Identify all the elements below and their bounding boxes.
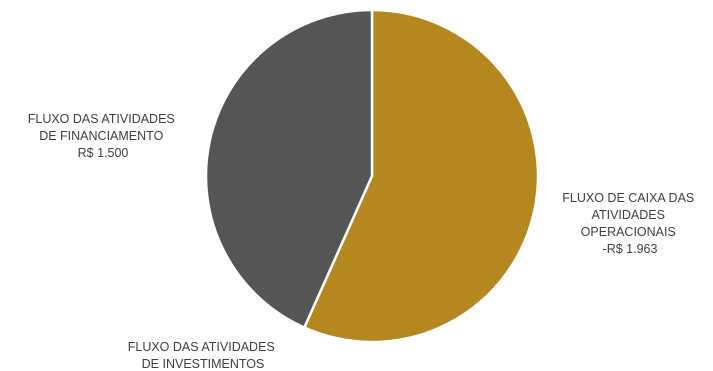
data-label-financiamento: FLUXO DAS ATIVIDADES DE FINANCIAMENTO R$… (28, 112, 179, 160)
label-line: FLUXO DAS ATIVIDADES (128, 340, 275, 354)
pie-slices (204, 8, 540, 344)
data-label-operacionais: FLUXO DE CAIXA DAS ATIVIDADES OPERACIONA… (562, 191, 697, 256)
label-value: R$ 1.500 (78, 146, 129, 160)
slice-operacionais (303, 8, 540, 344)
label-line: FLUXO DE CAIXA DAS (562, 191, 694, 205)
data-label-investimentos: FLUXO DAS ATIVIDADES DE INVESTIMENTOS (128, 340, 279, 371)
label-line: OPERACIONAIS (581, 225, 676, 239)
label-value: -R$ 1.963 (603, 242, 658, 256)
label-line: ATIVIDADES (592, 208, 665, 222)
label-line: DE INVESTIMENTOS (142, 357, 265, 371)
slice-financiamento (204, 8, 374, 329)
label-line: DE FINANCIAMENTO (39, 129, 163, 143)
label-line: FLUXO DAS ATIVIDADES (28, 112, 175, 126)
